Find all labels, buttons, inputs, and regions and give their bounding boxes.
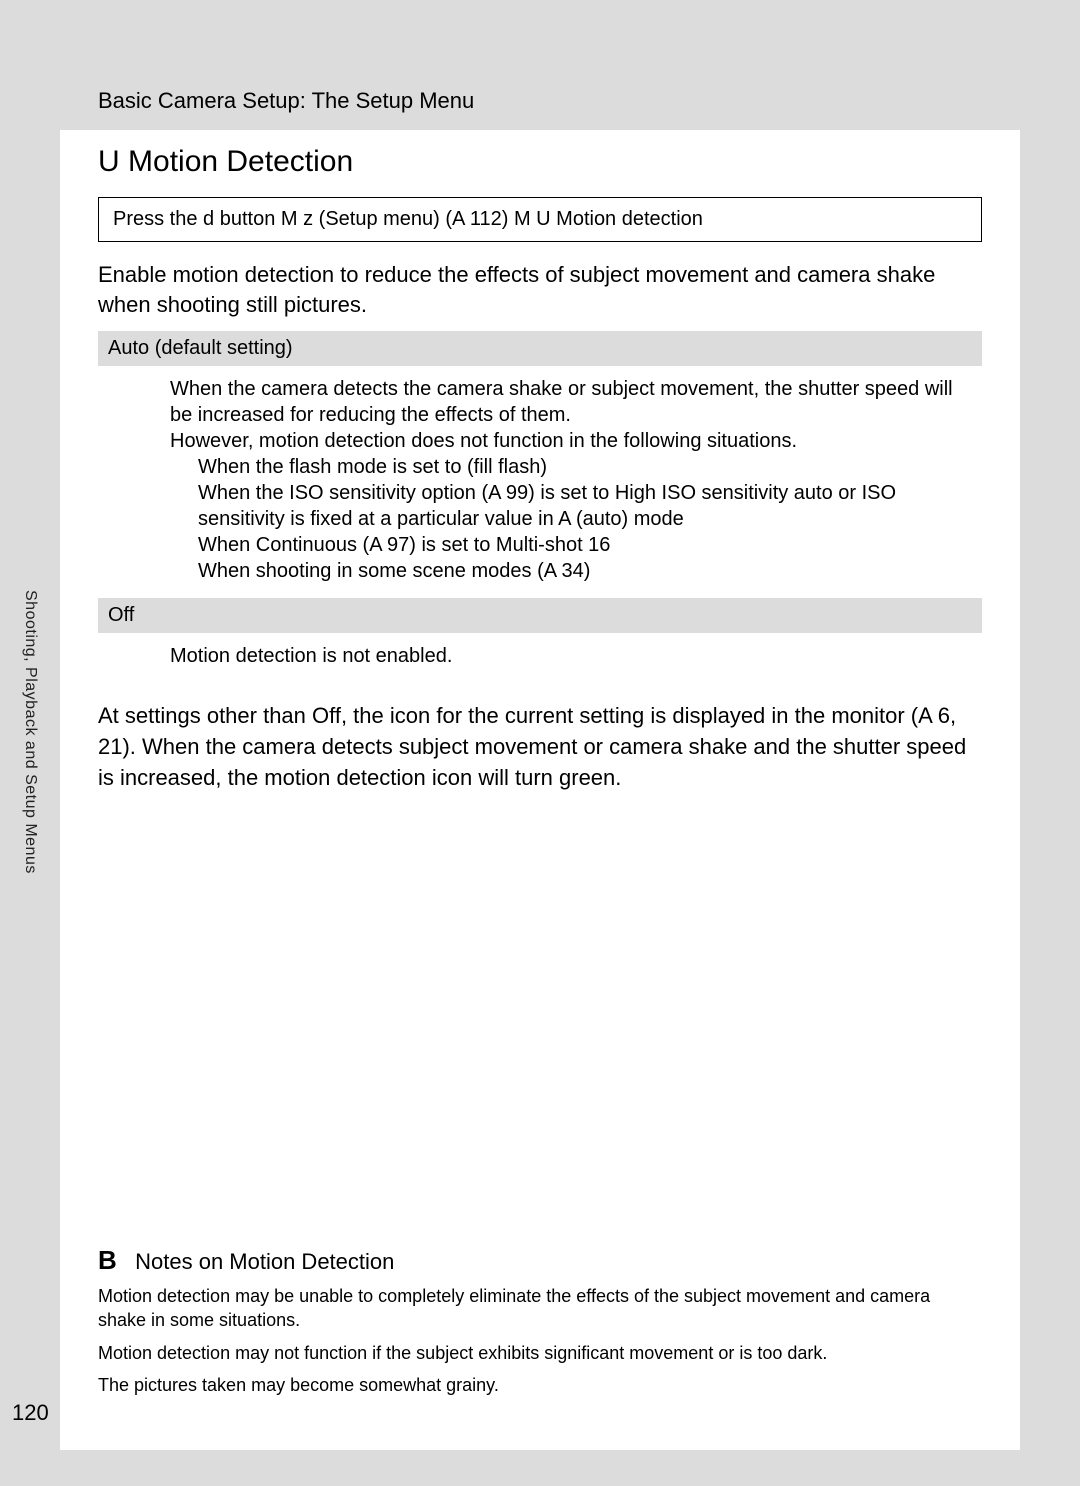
note-line-3: The pictures taken may become somewhat g… xyxy=(98,1373,982,1397)
follow-text: At settings other than Off, the icon for… xyxy=(98,701,982,793)
page-number: 120 xyxy=(12,1400,49,1426)
section-title-text: Motion Detection xyxy=(128,145,353,178)
side-tab: Shooting, Playback and Setup Menus xyxy=(0,130,60,1000)
option-auto-bullet-1: When the flash mode is set to (fill flas… xyxy=(170,454,972,480)
option-auto-body: When the camera detects the camera shake… xyxy=(98,366,982,598)
intro-text: Enable motion detection to reduce the ef… xyxy=(98,260,982,319)
notes-icon: B xyxy=(98,1245,117,1275)
option-off-body: Motion detection is not enabled. xyxy=(98,633,982,683)
note-line-2: Motion detection may not function if the… xyxy=(98,1341,982,1365)
option-auto-line2: However, motion detection does not funct… xyxy=(170,428,972,454)
notes-title-text: Notes on Motion Detection xyxy=(135,1249,394,1274)
option-auto-line1: When the camera detects the camera shake… xyxy=(170,376,972,428)
option-off-header: Off xyxy=(98,598,982,633)
notes-section: B Notes on Motion Detection Motion detec… xyxy=(98,1245,982,1397)
page: Basic Camera Setup: The Setup Menu Shoot… xyxy=(60,30,1020,1450)
option-auto-bullet-2: When the ISO sensitivity option (A 99) i… xyxy=(170,480,972,532)
section-title: U Motion Detection xyxy=(98,145,982,179)
note-line-1: Motion detection may be unable to comple… xyxy=(98,1284,982,1333)
side-tab-label: Shooting, Playback and Setup Menus xyxy=(21,590,39,874)
option-auto-bullet-4: When shooting in some scene modes (A 34) xyxy=(170,558,972,584)
section-icon: U xyxy=(98,145,120,178)
notes-title: B Notes on Motion Detection xyxy=(98,1245,982,1276)
nav-path-box: Press the d button M z (Setup menu) (A 1… xyxy=(98,197,982,242)
option-auto-header: Auto (default setting) xyxy=(98,331,982,366)
nav-path-text: Press the d button M z (Setup menu) (A 1… xyxy=(113,208,703,230)
option-auto-bullet-3: When Continuous (A 97) is set to Multi-s… xyxy=(170,532,972,558)
option-off-line1: Motion detection is not enabled. xyxy=(170,643,972,669)
breadcrumb: Basic Camera Setup: The Setup Menu xyxy=(98,88,474,114)
header-band: Basic Camera Setup: The Setup Menu xyxy=(60,30,1020,130)
content-area: U Motion Detection Press the d button M … xyxy=(98,145,982,794)
